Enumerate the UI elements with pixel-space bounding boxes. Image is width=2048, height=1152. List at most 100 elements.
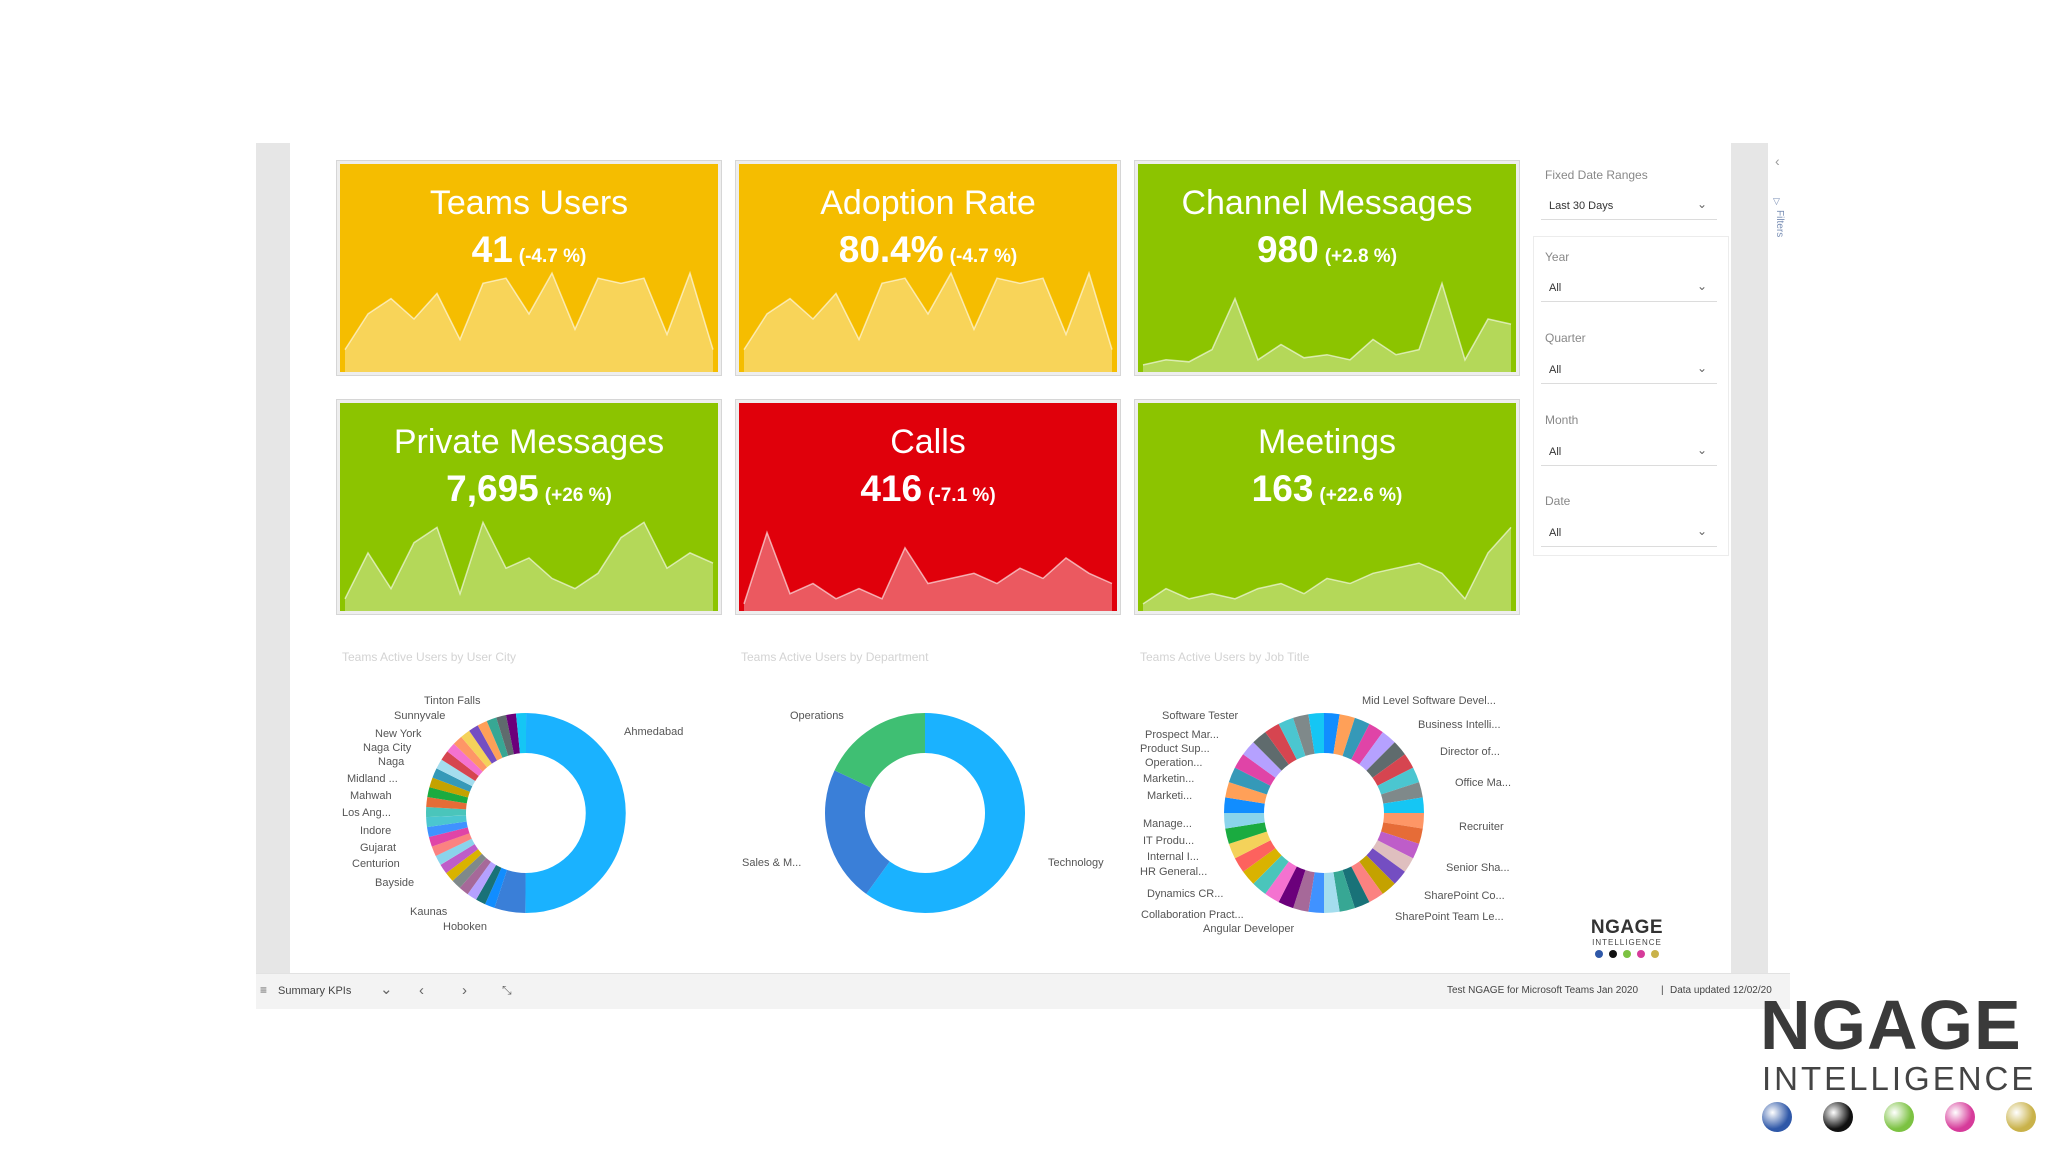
kpi-card-calls[interactable]: Calls 416 (-7.1 %) <box>736 400 1120 614</box>
donut-slice[interactable] <box>1377 767 1420 795</box>
donut-slice[interactable] <box>427 821 468 838</box>
donut-slice[interactable] <box>485 867 508 908</box>
donut-slice[interactable] <box>1366 742 1405 779</box>
donut-slice[interactable] <box>1323 872 1340 914</box>
donut-slice[interactable] <box>1380 782 1423 805</box>
donut-label: Internal I... <box>1147 851 1199 863</box>
donut-slice[interactable] <box>825 770 891 894</box>
donut-slice[interactable] <box>1342 866 1370 909</box>
kpi-card-meetings[interactable]: Meetings 163 (+22.6 %) <box>1135 400 1519 614</box>
donut-slice[interactable] <box>447 743 483 777</box>
donut-slice[interactable] <box>1253 855 1290 894</box>
donut-slice[interactable] <box>1293 714 1316 757</box>
donut-slice[interactable] <box>432 768 473 792</box>
donut-slice[interactable] <box>1293 869 1316 912</box>
donut-slice[interactable] <box>431 832 472 856</box>
donut-slice[interactable] <box>1372 754 1414 787</box>
donut-slice[interactable] <box>452 853 487 888</box>
fullscreen-icon[interactable]: ⤡ <box>502 983 512 997</box>
donut-slice[interactable] <box>453 736 488 772</box>
donut-slice[interactable] <box>1243 742 1282 779</box>
kpi-card-teams-users[interactable]: Teams Users 41 (-4.7 %) <box>337 161 721 375</box>
donut-slice[interactable] <box>426 815 467 828</box>
donut-slice[interactable] <box>1225 821 1268 844</box>
month-dropdown[interactable]: All ⌄ <box>1541 439 1717 466</box>
donut-slice[interactable] <box>1228 767 1271 795</box>
donut-slice[interactable] <box>428 827 470 847</box>
donut-slice[interactable] <box>1377 831 1420 859</box>
chevron-down-icon: ⌄ <box>1696 361 1707 375</box>
donut-chart-jobtitle[interactable] <box>1214 703 1434 923</box>
next-page-icon[interactable]: › <box>462 982 467 999</box>
donut-slice[interactable] <box>429 777 470 798</box>
donut-slice[interactable] <box>1342 717 1370 760</box>
donut-slice[interactable] <box>1308 712 1325 754</box>
previous-page-icon[interactable]: ‹ <box>419 982 424 999</box>
kpi-card-adoption-rate[interactable]: Adoption Rate 80.4% (-4.7 %) <box>736 161 1120 375</box>
donut-slice[interactable] <box>1253 732 1290 771</box>
collapse-chevron-icon[interactable]: ‹ <box>1775 153 1780 169</box>
donut-slice[interactable] <box>496 715 515 756</box>
donut-slice[interactable] <box>1383 797 1425 814</box>
donut-slice[interactable] <box>440 843 479 874</box>
donut-slice[interactable] <box>1332 714 1355 757</box>
donut-slice[interactable] <box>477 721 503 761</box>
donut-slice[interactable] <box>459 857 492 895</box>
donut-slice[interactable] <box>436 759 476 787</box>
donut-slice[interactable] <box>1228 831 1271 859</box>
donut-chart-city[interactable] <box>416 703 636 923</box>
donut-slice[interactable] <box>469 725 498 764</box>
donut-slice[interactable] <box>1350 723 1383 765</box>
year-dropdown[interactable]: All ⌄ <box>1541 275 1717 302</box>
filters-pane[interactable] <box>1768 143 1790 973</box>
donut-chart-department[interactable] <box>815 703 1035 923</box>
donut-slice[interactable] <box>441 751 479 782</box>
chart-title-jobtitle: Teams Active Users by Job Title <box>1140 650 1310 664</box>
donut-slice[interactable] <box>494 869 527 913</box>
donut-slice[interactable] <box>435 838 475 865</box>
donut-slice[interactable] <box>1278 866 1306 909</box>
page-selector[interactable]: Summary KPIs <box>278 985 352 997</box>
filters-pane-toggle[interactable]: Filters <box>1772 196 1786 252</box>
donut-slice[interactable] <box>1383 812 1425 829</box>
donut-slice[interactable] <box>1358 732 1395 771</box>
donut-slice[interactable] <box>486 717 509 758</box>
donut-slice[interactable] <box>1234 754 1276 787</box>
donut-slice[interactable] <box>1225 782 1268 805</box>
donut-slice[interactable] <box>1372 839 1414 872</box>
chevron-down-icon[interactable]: ⌄ <box>380 981 393 998</box>
date-dropdown[interactable]: All ⌄ <box>1541 520 1717 547</box>
menu-icon[interactable]: ≡ <box>260 983 268 997</box>
donut-slice[interactable] <box>1223 812 1265 829</box>
donut-slice[interactable] <box>427 787 469 804</box>
donut-slice[interactable] <box>505 713 521 755</box>
ngage-intelligence-logo: NGAGE INTELLIGENCE <box>1756 989 2036 1139</box>
kpi-card-private-messages[interactable]: Private Messages 7,695 (+26 %) <box>337 400 721 614</box>
donut-slice[interactable] <box>426 797 467 810</box>
donut-slice[interactable] <box>1308 872 1325 914</box>
donut-slice[interactable] <box>461 730 493 768</box>
donut-slice[interactable] <box>834 713 926 789</box>
donut-slice[interactable] <box>476 864 502 905</box>
donut-slice[interactable] <box>1366 847 1405 884</box>
chevron-down-icon: ⌄ <box>1696 443 1707 457</box>
donut-slice[interactable] <box>1234 839 1276 872</box>
donut-slice[interactable] <box>1358 855 1395 894</box>
donut-slice[interactable] <box>524 713 626 914</box>
donut-slice[interactable] <box>1278 717 1306 760</box>
quarter-dropdown[interactable]: All ⌄ <box>1541 357 1717 384</box>
donut-slice[interactable] <box>1223 797 1265 814</box>
donut-slice[interactable] <box>1350 861 1383 903</box>
donut-slice[interactable] <box>866 713 1025 913</box>
donut-slice[interactable] <box>1243 847 1282 884</box>
fixed-date-range-dropdown[interactable]: Last 30 Days ⌄ <box>1541 193 1717 220</box>
donut-slice[interactable] <box>1265 723 1298 765</box>
donut-slice[interactable] <box>1332 869 1355 912</box>
donut-slice[interactable] <box>1265 861 1298 903</box>
donut-slice[interactable] <box>1380 821 1423 844</box>
donut-slice[interactable] <box>446 848 483 881</box>
donut-slice[interactable] <box>1323 712 1340 754</box>
kpi-card-channel-messages[interactable]: Channel Messages 980 (+2.8 %) <box>1135 161 1519 375</box>
donut-slice[interactable] <box>467 861 497 900</box>
data-updated: Data updated 12/02/20 <box>1670 985 1772 996</box>
